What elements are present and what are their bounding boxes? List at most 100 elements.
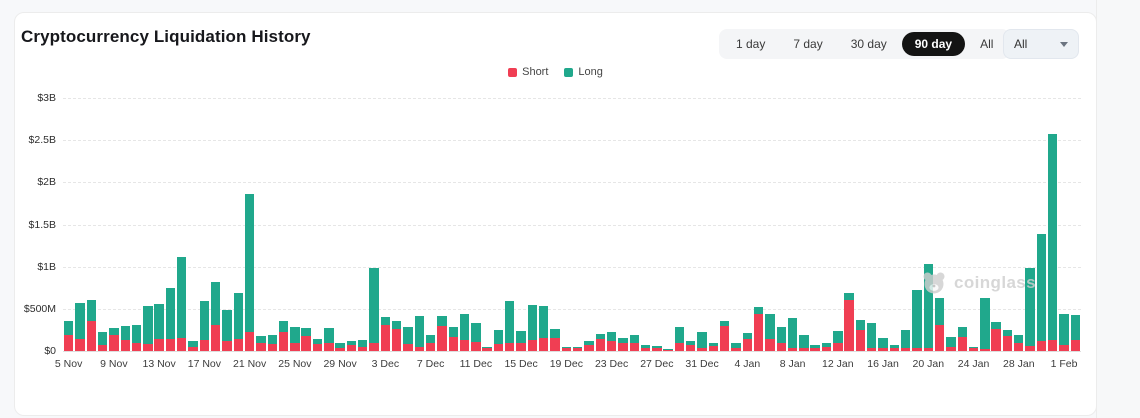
- bar-12-jan[interactable]: [833, 330, 843, 351]
- bar-segment-short: [86, 320, 96, 351]
- bar-12-nov[interactable]: [143, 306, 153, 351]
- bar-9-jan[interactable]: [799, 335, 809, 351]
- bar-16-dec[interactable]: [527, 305, 538, 351]
- bar-30-nov[interactable]: [346, 340, 357, 351]
- legend-item-long[interactable]: Long: [564, 66, 603, 78]
- symbol-dropdown[interactable]: All: [1003, 29, 1079, 59]
- bar-20-dec[interactable]: [572, 346, 583, 351]
- bar-7-nov[interactable]: [86, 299, 96, 351]
- bar-18-dec[interactable]: [550, 329, 560, 351]
- bar-14-dec[interactable]: [505, 301, 515, 351]
- bar-29-jan[interactable]: [1025, 268, 1035, 351]
- bar-16-nov[interactable]: [188, 340, 198, 351]
- bar-14-nov[interactable]: [165, 287, 176, 351]
- bar-13-nov[interactable]: [154, 303, 164, 351]
- bar-17-nov[interactable]: [199, 301, 210, 351]
- bar-8-nov[interactable]: [97, 331, 108, 351]
- bar-22-jan[interactable]: [946, 336, 956, 351]
- bar-12-dec[interactable]: [482, 346, 492, 351]
- bar-29-dec[interactable]: [674, 327, 685, 351]
- bar-2-jan[interactable]: [719, 320, 730, 351]
- bar-15-jan[interactable]: [867, 323, 877, 351]
- bar-7-dec[interactable]: [425, 335, 436, 351]
- bar-15-dec[interactable]: [516, 330, 526, 351]
- bar-17-dec[interactable]: [539, 306, 549, 351]
- bar-5-jan[interactable]: [753, 307, 764, 351]
- range-button-90-day[interactable]: 90 day: [901, 32, 966, 56]
- bar-6-nov[interactable]: [75, 302, 85, 351]
- bar-6-dec[interactable]: [414, 315, 424, 351]
- bar-8-jan[interactable]: [787, 318, 798, 351]
- bar-28-dec[interactable]: [663, 348, 673, 351]
- range-button-30-day[interactable]: 30 day: [850, 37, 887, 51]
- range-button-7-day[interactable]: 7 day: [793, 37, 823, 51]
- y-axis-label: $500M: [23, 302, 56, 315]
- bar-27-dec[interactable]: [652, 345, 662, 351]
- bar-15-nov[interactable]: [177, 256, 187, 351]
- bar-16-jan[interactable]: [878, 338, 888, 351]
- bar-5-dec[interactable]: [403, 326, 413, 351]
- bar-29-nov[interactable]: [335, 343, 345, 351]
- bar-24-jan[interactable]: [968, 346, 979, 351]
- bar-24-dec[interactable]: [618, 337, 628, 351]
- bar-4-dec[interactable]: [391, 320, 402, 351]
- range-button-all[interactable]: All: [980, 37, 994, 51]
- legend-item-short[interactable]: Short: [508, 66, 548, 78]
- bar-19-jan[interactable]: [912, 290, 922, 351]
- bar-25-dec[interactable]: [629, 335, 639, 351]
- bar-10-nov[interactable]: [120, 325, 130, 351]
- bar-8-dec[interactable]: [437, 315, 447, 351]
- bar-2-feb[interactable]: [1070, 314, 1081, 351]
- bar-21-dec[interactable]: [584, 340, 594, 351]
- bar-30-dec[interactable]: [686, 340, 696, 351]
- bar-3-jan[interactable]: [731, 342, 741, 351]
- bar-20-jan[interactable]: [923, 264, 933, 351]
- bar-1-jan[interactable]: [708, 342, 719, 351]
- bar-22-dec[interactable]: [595, 334, 605, 351]
- bar-1-dec[interactable]: [358, 340, 368, 351]
- bar-11-nov[interactable]: [131, 324, 142, 351]
- bar-22-nov[interactable]: [256, 335, 266, 351]
- bar-25-nov[interactable]: [290, 326, 300, 351]
- bar-19-dec[interactable]: [561, 346, 572, 351]
- bar-1-feb[interactable]: [1059, 313, 1069, 351]
- bar-6-jan[interactable]: [765, 313, 775, 351]
- bar-21-jan[interactable]: [934, 297, 945, 351]
- bar-10-jan[interactable]: [810, 345, 820, 351]
- range-button-1-day[interactable]: 1 day: [736, 37, 766, 51]
- bar-13-jan[interactable]: [844, 292, 854, 351]
- bar-24-nov[interactable]: [278, 320, 289, 351]
- bar-31-jan[interactable]: [1048, 134, 1058, 351]
- bar-26-nov[interactable]: [301, 328, 311, 351]
- bar-26-jan[interactable]: [991, 321, 1001, 351]
- bar-11-dec[interactable]: [471, 323, 481, 351]
- bar-26-dec[interactable]: [640, 345, 651, 351]
- bar-10-dec[interactable]: [459, 313, 470, 351]
- bar-23-jan[interactable]: [957, 326, 967, 351]
- bar-14-jan[interactable]: [855, 319, 866, 351]
- bar-4-jan[interactable]: [742, 333, 753, 351]
- bar-3-dec[interactable]: [380, 317, 391, 351]
- bar-27-jan[interactable]: [1002, 329, 1013, 351]
- bar-18-nov[interactable]: [210, 281, 221, 351]
- bar-11-jan[interactable]: [821, 342, 832, 351]
- bar-7-jan[interactable]: [776, 327, 786, 351]
- bar-20-nov[interactable]: [233, 292, 244, 351]
- bar-13-dec[interactable]: [493, 329, 504, 351]
- bar-19-nov[interactable]: [222, 309, 232, 351]
- bar-23-nov[interactable]: [267, 335, 277, 351]
- bar-2-dec[interactable]: [369, 268, 379, 351]
- bar-28-nov[interactable]: [324, 328, 334, 351]
- bar-25-jan[interactable]: [980, 297, 990, 351]
- bar-23-dec[interactable]: [606, 331, 617, 351]
- bar-18-jan[interactable]: [900, 329, 911, 351]
- bar-27-nov[interactable]: [312, 339, 323, 351]
- bar-5-nov[interactable]: [63, 320, 74, 351]
- bar-28-jan[interactable]: [1014, 335, 1024, 351]
- bar-31-dec[interactable]: [697, 332, 707, 351]
- bar-17-jan[interactable]: [889, 345, 900, 351]
- bar-9-dec[interactable]: [448, 326, 458, 351]
- bar-9-nov[interactable]: [109, 328, 119, 351]
- bar-21-nov[interactable]: [244, 194, 255, 351]
- bar-30-jan[interactable]: [1036, 233, 1047, 351]
